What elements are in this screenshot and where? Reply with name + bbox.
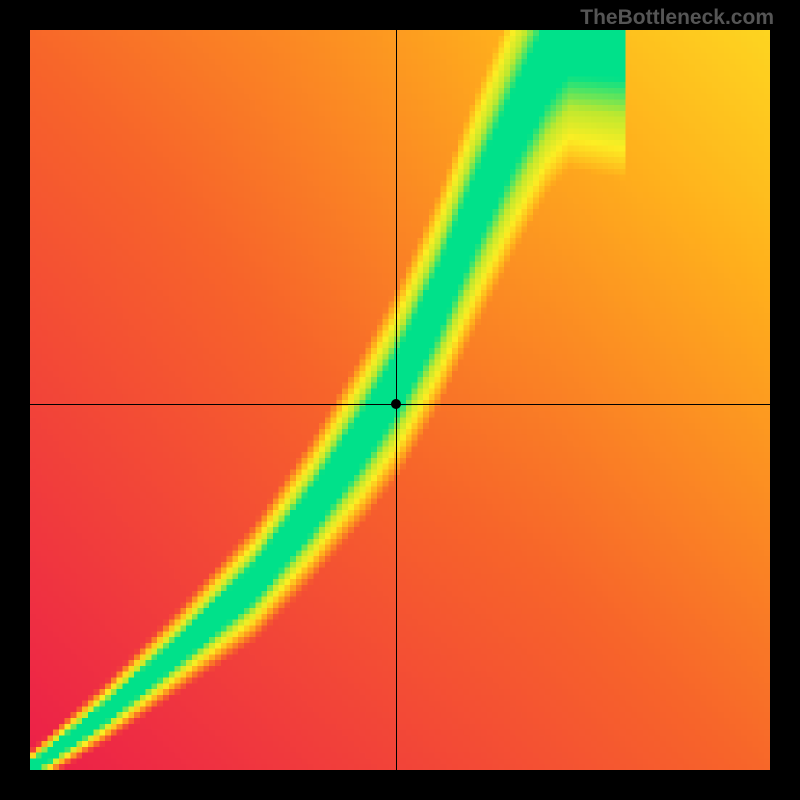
heatmap-plot [30, 30, 770, 770]
watermark-text: TheBottleneck.com [580, 6, 774, 30]
crosshair-marker [391, 399, 401, 409]
